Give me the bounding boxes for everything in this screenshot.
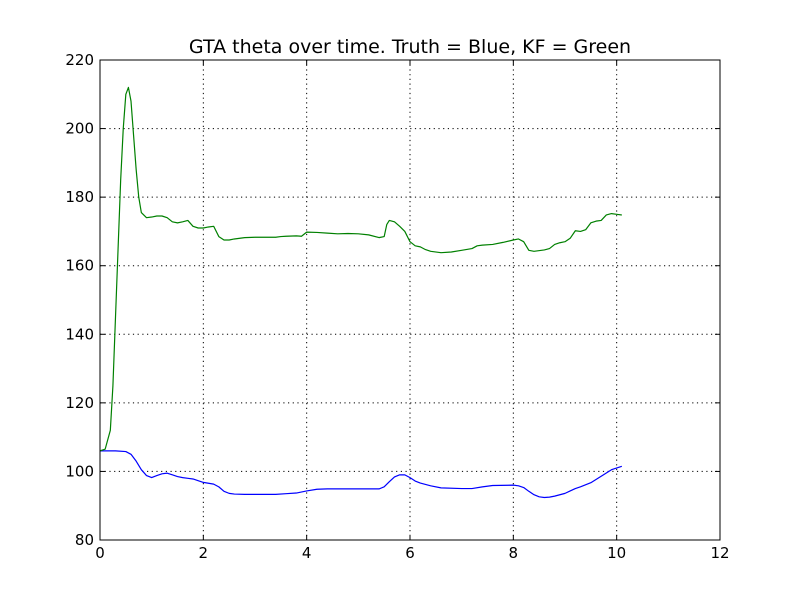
x-tick-label: 12	[710, 544, 729, 562]
x-tick-label: 2	[199, 544, 209, 562]
x-tick-label: 10	[607, 544, 626, 562]
y-tick-label: 140	[65, 325, 94, 343]
x-tick-label: 4	[302, 544, 312, 562]
chart-title: GTA theta over time. Truth = Blue, KF = …	[189, 36, 631, 58]
truth-series-line	[100, 450, 623, 499]
y-tick-label: 100	[65, 462, 94, 480]
y-tick-label: 120	[65, 394, 94, 412]
axis-ticks: 0 2 4 6 8 10 12 80 100 120 140 160 180 200 220	[65, 51, 729, 562]
kf-series-line	[99, 86, 622, 452]
y-tick-label: 220	[65, 51, 94, 69]
y-tick-label: 200	[65, 120, 94, 138]
x-tick-label: 6	[405, 544, 415, 562]
y-tick-label: 80	[75, 531, 94, 549]
series-layer	[99, 86, 623, 499]
y-tick-label: 160	[65, 257, 94, 275]
grid	[100, 60, 720, 540]
x-tick-label: 0	[95, 544, 105, 562]
x-tick-label: 8	[509, 544, 519, 562]
y-tick-label: 180	[65, 188, 94, 206]
